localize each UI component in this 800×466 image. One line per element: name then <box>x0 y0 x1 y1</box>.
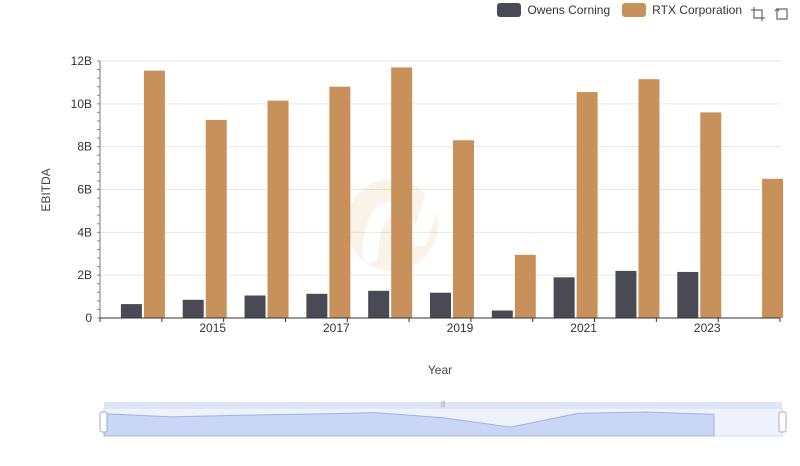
data-zoom-preview-area <box>103 411 715 437</box>
bar-owens-corning <box>615 270 637 318</box>
legend-label-owens-corning: Owens Corning <box>527 3 611 17</box>
y-tick-label: 4B <box>77 225 92 239</box>
x-tick-label: 2017 <box>323 321 350 335</box>
y-tick-label: 2B <box>77 268 92 282</box>
y-tick-label: 12B <box>71 54 92 68</box>
x-tick-label: 2019 <box>447 321 474 335</box>
restore-icon[interactable] <box>774 6 790 22</box>
data-zoom-handle-right[interactable] <box>778 411 787 433</box>
legend-swatch-rtx-corporation <box>622 3 647 17</box>
bar-rtx-corporation <box>205 119 227 318</box>
bar-owens-corning <box>553 277 575 318</box>
x-tick-label: 2023 <box>694 321 721 335</box>
legend-label-rtx-corporation: RTX Corporation <box>652 3 742 17</box>
data-zoom-top-bar <box>104 402 782 408</box>
bar-rtx-corporation <box>267 100 289 318</box>
bar-owens-corning <box>491 310 513 318</box>
bar-owens-corning <box>306 293 328 318</box>
x-axis-title: Year <box>428 363 452 377</box>
y-tick-label: 0 <box>85 311 92 325</box>
y-tick-label: 6B <box>77 183 92 197</box>
bar-rtx-corporation <box>143 70 165 318</box>
bar-rtx-corporation <box>762 178 784 318</box>
bar-owens-corning <box>244 295 266 318</box>
bar-owens-corning <box>182 299 204 318</box>
data-zoom-handle-left[interactable] <box>99 411 108 433</box>
data-zoom-grip-icon: ||| <box>440 401 446 408</box>
bar-rtx-corporation <box>329 86 351 318</box>
legend: Owens Corning RTX Corporation <box>497 3 742 17</box>
legend-item-owens-corning[interactable]: Owens Corning <box>497 3 610 17</box>
y-tick-label: 8B <box>77 140 92 154</box>
bar-owens-corning <box>430 292 451 318</box>
x-tick-label: 2021 <box>570 321 597 335</box>
bar-owens-corning <box>677 271 699 318</box>
legend-swatch-owens-corning <box>497 3 522 17</box>
bar-rtx-corporation <box>638 79 660 319</box>
bar-rtx-corporation <box>576 92 598 318</box>
x-tick-label: 2015 <box>199 321 226 335</box>
toolbox <box>750 6 790 22</box>
bar-rtx-corporation <box>453 140 474 318</box>
zoom-area-icon[interactable] <box>750 6 766 22</box>
bar-rtx-corporation <box>391 67 413 318</box>
bar-rtx-corporation <box>514 254 536 318</box>
y-tick-label: 10B <box>71 97 92 111</box>
legend-item-rtx-corporation[interactable]: RTX Corporation <box>622 3 742 17</box>
bar-owens-corning <box>368 290 390 318</box>
bar-owens-corning <box>120 304 142 318</box>
y-axis-title: EBITDA <box>39 168 53 211</box>
bar-rtx-corporation <box>700 112 722 319</box>
